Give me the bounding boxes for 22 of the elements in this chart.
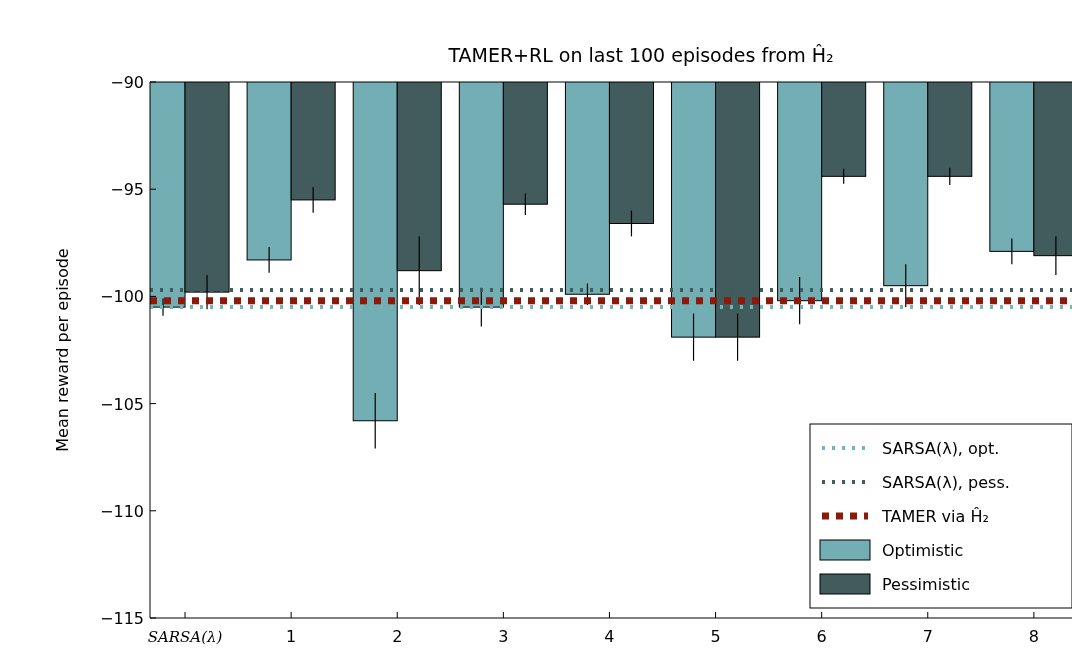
x-tick-label: 3 <box>498 627 509 646</box>
x-tick-label: SARSA(λ) <box>147 628 223 646</box>
x-tick-label: 2 <box>392 627 403 646</box>
y-tick-label: −100 <box>100 287 144 307</box>
legend-label: TAMER via Ĥ₂ <box>881 507 989 526</box>
x-tick-label: 1 <box>286 627 297 646</box>
x-tick-label: 5 <box>710 627 721 646</box>
x-tick-label: 4 <box>604 627 615 646</box>
y-axis-title: Mean reward per episode <box>53 248 72 452</box>
y-tick-label: −110 <box>100 501 144 521</box>
legend-label: SARSA(λ), pess. <box>882 473 1010 492</box>
x-tick-label: 6 <box>816 627 827 646</box>
y-tick-label: −115 <box>100 609 144 628</box>
chart-title: TAMER+RL on last 100 episodes from Ĥ₂ <box>447 44 834 66</box>
legend-label: Pessimistic <box>882 575 970 594</box>
x-tick-label: 8 <box>1028 627 1039 646</box>
legend-label: SARSA(λ), opt. <box>882 439 1000 458</box>
y-tick-label: −95 <box>110 180 144 200</box>
x-tick-label: 7 <box>922 627 933 646</box>
y-tick-label: −105 <box>100 394 144 414</box>
y-tick-label: −90 <box>110 73 144 92</box>
legend-label: Optimistic <box>882 541 964 560</box>
